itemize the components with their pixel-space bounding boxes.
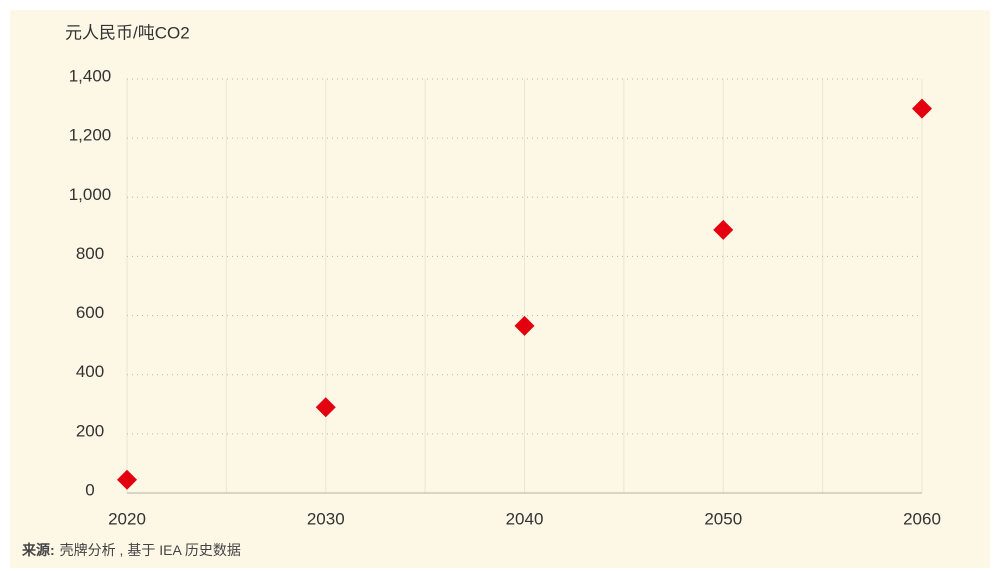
source-text: 壳牌分析 , 基于 IEA 历史数据 — [60, 542, 241, 558]
y-tick-label: 1,200 — [69, 126, 112, 145]
marker — [117, 469, 137, 490]
source-label: 来源: — [21, 542, 55, 558]
marker — [315, 397, 336, 418]
x-tick-label: 2020 — [108, 509, 146, 528]
y-tick-label: 600 — [76, 303, 104, 322]
y-tick-label: 0 — [85, 480, 94, 499]
x-tick-label: 2050 — [704, 509, 742, 528]
y-tick-label: 1,400 — [69, 66, 112, 85]
y-tick-label: 400 — [76, 362, 104, 381]
y-tick-label: 1,000 — [69, 185, 112, 204]
x-tick-label: 2060 — [903, 509, 941, 528]
y-tick-label: 800 — [76, 244, 104, 263]
y-axis-label: 元人民币/吨CO2 — [65, 23, 190, 42]
source: 来源: 壳牌分析 , 基于 IEA 历史数据 — [21, 542, 241, 558]
x-tick-label: 2030 — [307, 509, 345, 528]
y-tick-label: 200 — [76, 421, 104, 440]
marker — [514, 315, 535, 336]
x-tick-label: 2040 — [506, 509, 544, 528]
marker — [912, 98, 932, 119]
marker — [713, 219, 734, 240]
background — [10, 10, 990, 568]
